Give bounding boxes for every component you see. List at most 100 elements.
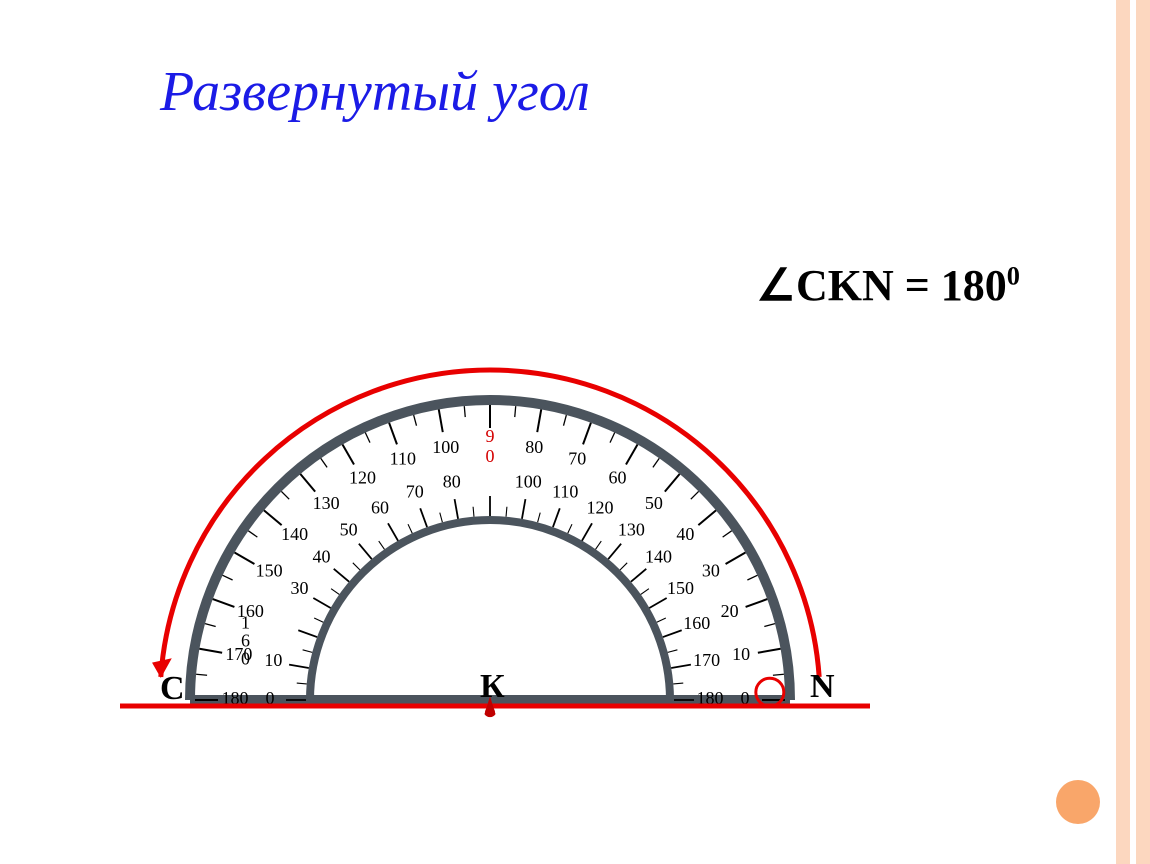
protractor-svg: 1801701601501401301201101008070605040302…	[110, 300, 870, 780]
ninety-label-top: 9	[486, 426, 495, 446]
page-title: Развернутый угол	[160, 60, 590, 124]
tick-outer	[196, 674, 207, 675]
left-vertical-label: 0	[241, 649, 250, 669]
inner-tick-label: 10	[264, 650, 282, 670]
angle-equals: =	[894, 261, 941, 310]
tick-inner	[522, 499, 525, 519]
tick-outer	[389, 423, 397, 445]
tick-inner	[313, 598, 330, 608]
tick-outer	[665, 474, 680, 492]
inner-tick-label: 60	[371, 498, 389, 518]
tick-outer	[439, 409, 443, 432]
tick-outer	[537, 409, 541, 432]
outer-tick-label: 50	[645, 493, 663, 513]
tick-inner	[359, 544, 372, 559]
tick-outer	[758, 649, 781, 653]
tick-inner	[568, 524, 572, 533]
tick-outer	[773, 674, 784, 675]
outer-tick-label: 140	[281, 524, 308, 544]
tick-inner	[379, 541, 385, 549]
tick-outer	[205, 624, 216, 627]
left-vertical-label: 6	[241, 631, 250, 651]
tick-outer	[564, 415, 567, 426]
outer-tick-label: 30	[702, 561, 720, 581]
inner-tick-label: 80	[443, 471, 461, 491]
outer-tick-label: 70	[568, 449, 586, 469]
inner-tick-label: 170	[693, 650, 720, 670]
ninety-label-bottom: 0	[486, 446, 495, 466]
tick-inner	[440, 513, 443, 523]
tick-outer	[343, 445, 355, 465]
inner-tick-label: 140	[645, 547, 672, 567]
slide-decor-bar-right-2	[1116, 0, 1130, 864]
tick-outer	[264, 510, 282, 525]
outer-tick-label: 150	[256, 561, 283, 581]
tick-outer	[583, 423, 591, 445]
outer-tick-label: 60	[609, 467, 627, 487]
inner-tick-label: 150	[667, 578, 694, 598]
tick-outer	[610, 433, 615, 443]
tick-inner	[673, 683, 683, 684]
outer-tick-label: 130	[313, 493, 340, 513]
tick-inner	[388, 523, 398, 540]
tick-inner	[506, 507, 507, 517]
tick-inner	[620, 563, 627, 570]
tick-outer	[213, 599, 235, 607]
outer-tick-label: 120	[349, 467, 376, 487]
inner-tick-label: 40	[312, 547, 330, 567]
protractor-diagram: 1801701601501401301201101008070605040302…	[110, 300, 870, 780]
left-vertical-label: 1	[241, 613, 250, 633]
tick-inner	[331, 589, 339, 595]
slide-decor-bar-right	[1136, 0, 1150, 864]
outer-tick-label: 110	[390, 449, 416, 469]
tick-outer	[414, 415, 417, 426]
tick-outer	[281, 491, 289, 499]
slide-corner-dot	[1056, 780, 1100, 824]
tick-inner	[596, 541, 602, 549]
tick-outer	[764, 624, 775, 627]
tick-outer	[464, 406, 465, 417]
tick-inner	[303, 650, 313, 653]
inner-tick-label: 100	[515, 471, 542, 491]
outer-tick-label: 40	[676, 524, 694, 544]
tick-outer	[515, 406, 516, 417]
tick-outer	[235, 553, 255, 565]
tick-outer	[321, 458, 327, 467]
tick-outer	[746, 599, 768, 607]
tick-inner	[671, 665, 691, 668]
tick-inner	[649, 598, 666, 608]
inner-tick-label: 30	[290, 578, 308, 598]
tick-outer	[698, 510, 716, 525]
tick-inner	[289, 665, 309, 668]
outer-tick-label: 100	[432, 437, 459, 457]
tick-outer	[365, 433, 370, 443]
tick-inner	[608, 544, 621, 559]
tick-inner	[298, 630, 317, 637]
tick-inner	[641, 589, 649, 595]
tick-outer	[691, 491, 699, 499]
tick-outer	[653, 458, 659, 467]
tick-inner	[334, 569, 349, 582]
tick-inner	[553, 508, 560, 527]
title-text: Развернутый угол	[160, 61, 590, 123]
tick-outer	[723, 531, 732, 537]
tick-inner	[408, 524, 412, 533]
tick-inner	[314, 618, 323, 622]
inner-tick-label: 70	[406, 481, 424, 501]
tick-inner	[455, 499, 458, 519]
tick-outer	[626, 445, 638, 465]
tick-outer	[248, 531, 257, 537]
tick-inner	[663, 630, 682, 637]
tick-inner	[657, 618, 666, 622]
tick-inner	[353, 563, 360, 570]
outer-tick-label: 10	[732, 644, 750, 664]
tick-outer	[300, 474, 315, 492]
center-needle-dot	[485, 707, 495, 717]
inner-tick-label: 130	[618, 520, 645, 540]
tick-outer	[747, 575, 757, 580]
angle-value: 180	[941, 261, 1007, 310]
outer-tick-label: 20	[721, 601, 739, 621]
tick-outer	[223, 575, 233, 580]
point-C-label: С	[160, 670, 185, 708]
tick-inner	[297, 683, 307, 684]
